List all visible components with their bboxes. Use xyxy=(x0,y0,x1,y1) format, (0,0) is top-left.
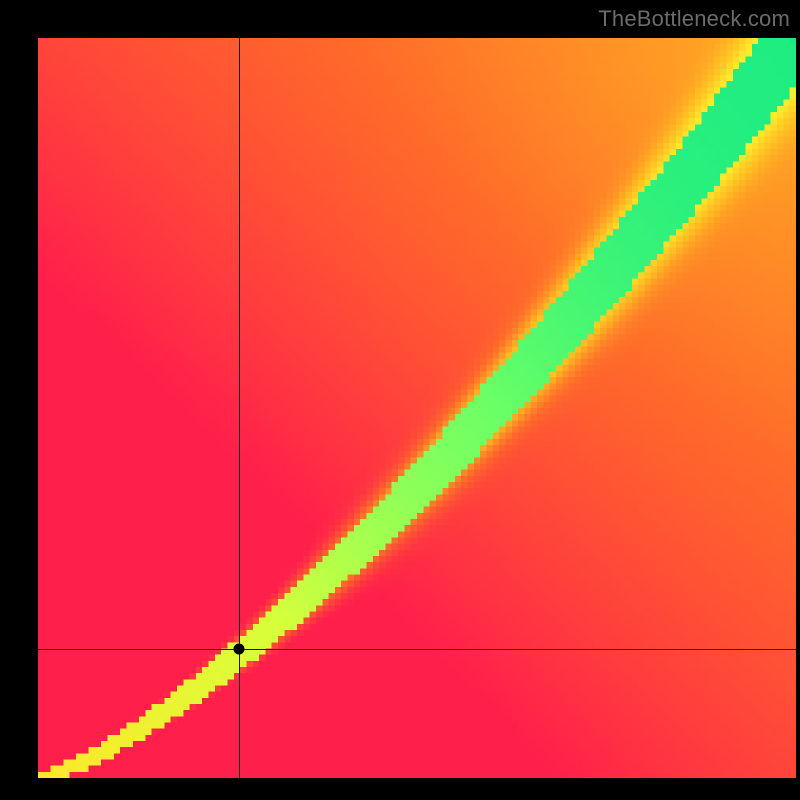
crosshair-vertical xyxy=(239,38,240,778)
watermark-text: TheBottleneck.com xyxy=(598,6,790,32)
plot-area xyxy=(38,38,796,778)
crosshair-marker xyxy=(233,643,244,654)
frame: TheBottleneck.com xyxy=(0,0,800,800)
heatmap-canvas xyxy=(38,38,796,778)
crosshair-horizontal xyxy=(38,649,796,650)
